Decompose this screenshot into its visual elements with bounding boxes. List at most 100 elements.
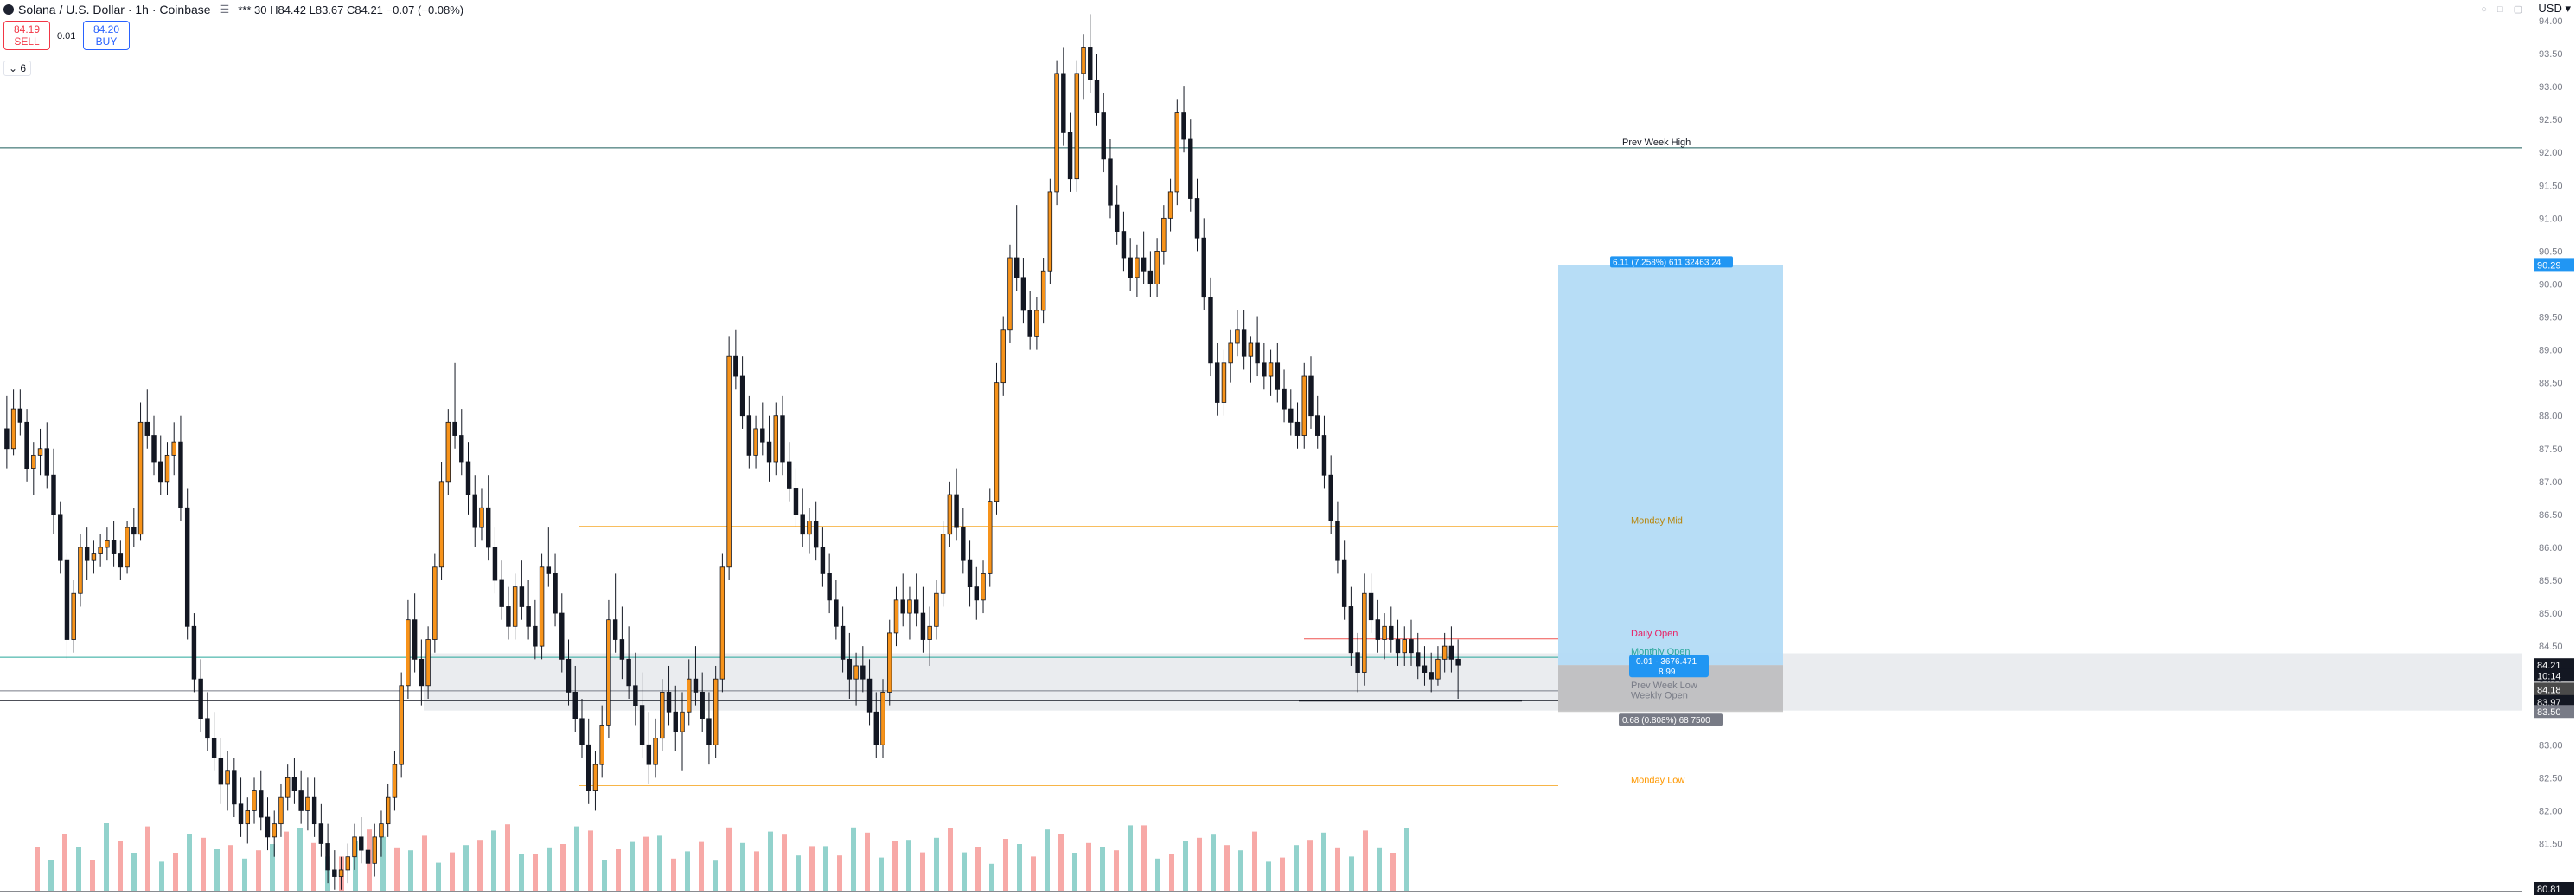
candle-body xyxy=(639,705,645,745)
candle-body xyxy=(98,547,103,554)
candle-body xyxy=(1027,310,1032,337)
price-label: 84.21 xyxy=(2537,661,2561,671)
volume-bar-up xyxy=(270,844,275,891)
volume-bar-up xyxy=(1155,858,1160,891)
volume-bar-up xyxy=(131,853,137,891)
candle-body xyxy=(438,481,444,568)
price-tick: 87.00 xyxy=(2539,477,2563,488)
candle-body xyxy=(920,612,926,640)
volume-bar-up xyxy=(657,835,662,891)
candle-body xyxy=(907,599,912,614)
target-zone[interactable] xyxy=(1558,265,1783,666)
volume-bar-down xyxy=(643,836,649,891)
candle-body xyxy=(284,777,291,798)
volume-bar-down xyxy=(173,853,178,891)
candle-body xyxy=(1248,342,1254,357)
candle-body xyxy=(4,428,10,450)
volume-bar-down xyxy=(671,858,676,891)
volume-bar-up xyxy=(1100,847,1105,891)
maximize-icon[interactable]: □ xyxy=(2496,4,2514,15)
candle-body xyxy=(445,421,451,483)
candle-body xyxy=(1214,362,1220,403)
candle-body xyxy=(539,566,545,647)
indicators-count: 6 xyxy=(20,62,27,74)
candle-body xyxy=(78,547,83,594)
buy-label: BUY xyxy=(95,35,118,48)
stop-label-bg xyxy=(1619,713,1723,726)
volume-bar-down xyxy=(975,847,981,891)
price-tick: 91.00 xyxy=(2539,214,2563,224)
candle-body xyxy=(131,527,137,535)
candle-body xyxy=(17,408,23,423)
candle-body xyxy=(1315,415,1320,436)
candle-body xyxy=(1121,231,1127,259)
candle-body xyxy=(305,796,310,811)
candle-body xyxy=(492,547,498,581)
currency-selector[interactable]: USD ▾ xyxy=(2538,2,2571,16)
candle-body xyxy=(1181,112,1186,140)
candle-body xyxy=(739,375,745,417)
candle-body xyxy=(860,665,866,680)
candle-body xyxy=(1013,257,1020,278)
candle-body xyxy=(1448,645,1454,660)
volume-bar-up xyxy=(768,831,773,891)
price-label: 10:14 xyxy=(2537,671,2561,681)
candle-body xyxy=(1382,625,1387,640)
volume-bar-up xyxy=(1183,841,1188,891)
price-label: 80.81 xyxy=(2537,885,2561,895)
candle-body xyxy=(1288,408,1294,423)
candle-body xyxy=(1441,645,1448,660)
candle-body xyxy=(1255,342,1260,364)
candle-body xyxy=(111,540,117,554)
candle-body xyxy=(693,678,699,693)
candle-body xyxy=(1241,329,1247,357)
candle-body xyxy=(205,718,210,739)
indicators-toggle-button[interactable]: ⌄ 6 xyxy=(3,61,32,76)
candle-body xyxy=(465,461,471,495)
symbol-title[interactable]: Solana / U.S. Dollar · 1h · Coinbase xyxy=(18,3,211,16)
candle-body xyxy=(24,421,29,470)
candle-body xyxy=(1040,270,1046,311)
bar-style-icon[interactable]: ☰ xyxy=(219,3,230,16)
candle-body xyxy=(178,441,183,508)
candle-body xyxy=(1262,362,1267,377)
candle-body xyxy=(1282,388,1287,410)
candle-body xyxy=(834,599,839,627)
candle-body xyxy=(218,758,224,785)
volume-bar-up xyxy=(685,851,690,891)
candle-body xyxy=(780,415,785,463)
candle-body xyxy=(519,586,525,607)
volume-bar-up xyxy=(1128,825,1133,891)
volume-bar-down xyxy=(284,831,289,891)
price-tick: 86.00 xyxy=(2539,543,2563,553)
window-controls[interactable]: ○□▢ xyxy=(2481,3,2533,15)
volume-bar-down xyxy=(422,835,427,891)
volume-bar-up xyxy=(713,860,718,891)
candle-body xyxy=(619,639,625,660)
candle-body xyxy=(1301,375,1307,436)
level-label: Prev Week Low xyxy=(1631,681,1697,691)
volume-bar-up xyxy=(187,834,192,891)
sell-button[interactable]: 84.19 SELL xyxy=(3,21,50,50)
volume-bar-up xyxy=(740,842,745,891)
candle-body xyxy=(1355,652,1360,673)
candle-body xyxy=(813,521,819,548)
volume-bar-down xyxy=(1114,850,1119,891)
close-icon[interactable]: ▢ xyxy=(2513,4,2533,15)
candle-body xyxy=(198,678,203,719)
volume-bar-down xyxy=(1003,839,1008,891)
candle-body xyxy=(372,836,377,864)
candle-body xyxy=(820,547,826,574)
buy-button[interactable]: 84.20 BUY xyxy=(83,21,130,50)
minimize-icon[interactable]: ○ xyxy=(2481,4,2497,15)
candle-body xyxy=(259,790,264,818)
candle-body xyxy=(934,592,939,627)
candle-body xyxy=(706,718,712,745)
candle-body xyxy=(311,796,317,825)
volume-bar-down xyxy=(256,850,261,891)
volume-bar-up xyxy=(159,861,164,891)
candle-body xyxy=(51,474,56,515)
candle-body xyxy=(144,421,150,436)
